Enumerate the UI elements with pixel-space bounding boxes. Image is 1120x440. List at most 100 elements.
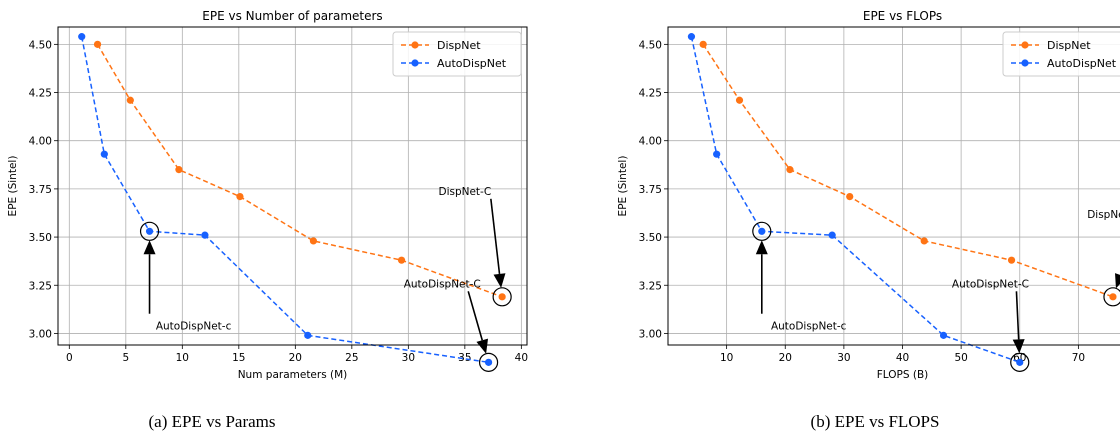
y-tick-label: 3.25 [639, 280, 662, 292]
data-point-autodispnet [145, 227, 154, 235]
legend-swatch-marker [411, 41, 419, 49]
c0-grid [58, 27, 527, 345]
chart-epe-vs-params: 0 5 10 15 20 25 30 35 40 3.00 3.25 3.50 3.75 4.00 4.25… [7, 9, 528, 381]
data-point-dispnet [93, 40, 102, 48]
y-tick-label: 4.00 [29, 136, 52, 148]
x-tick-label: 30 [837, 352, 850, 364]
annotation-label: DispNet-C [438, 186, 491, 198]
x-tick-label: 70 [1072, 352, 1085, 364]
annotation-arrowhead [476, 338, 489, 354]
caption-b: (b) EPE vs FLOPS [810, 412, 940, 431]
data-point-autodispnet [687, 33, 696, 41]
x-tick-label: 50 [954, 352, 967, 364]
annotation-arrow [467, 291, 484, 341]
data-point-dispnet [498, 293, 506, 301]
data-point-autodispnet [713, 150, 721, 158]
data-point-dispnet [1109, 293, 1117, 301]
y-tick-label: 4.25 [639, 88, 662, 100]
series-line-dispnet [96, 43, 503, 298]
data-point-dispnet [309, 237, 318, 245]
annotation-label: DispNet-C [1087, 209, 1120, 221]
c1-axes-frame [667, 26, 1120, 346]
x-axis-label: FLOPS (B) [877, 369, 929, 381]
legend-swatch-marker [411, 59, 419, 67]
x-tick-label: 10 [720, 352, 733, 364]
data-point-dispnet [786, 166, 794, 174]
annotation-label: AutoDispNet-c [156, 321, 232, 333]
legend-label: AutoDispNet [437, 57, 507, 70]
data-point-autodispnet [828, 231, 836, 239]
data-point-autodispnet [758, 227, 766, 235]
annotation-arrow [490, 198, 501, 275]
data-point-autodispnet [78, 33, 86, 41]
y-axis-label: EPE (Sintel) [617, 156, 629, 217]
chart-epe-vs-flops: 10 20 30 40 50 60 703.003.253.503.754.004.254.… [617, 9, 1120, 381]
data-point-autodispnet [1016, 358, 1024, 366]
x-tick-label: 5 [122, 352, 129, 364]
x-tick-label: 15 [232, 352, 245, 364]
data-point-autodispnet [100, 150, 108, 158]
legend-box [1002, 31, 1120, 77]
x-tick-label: 25 [345, 352, 358, 364]
annotation-arrowhead [1115, 273, 1120, 289]
annotation-label: AutoDispNet-c [771, 321, 847, 333]
x-axis-label: Num parameters (M) [238, 369, 348, 381]
series-line-autodispnet [690, 36, 1021, 364]
y-tick-label: 4.50 [29, 39, 52, 51]
y-tick-label: 3.75 [639, 184, 662, 196]
annotation-arrowhead [493, 273, 506, 288]
x-tick-label: 0 [66, 352, 73, 364]
y-tick-label: 3.00 [639, 328, 662, 340]
x-tick-label: 40 [896, 352, 909, 364]
data-point-dispnet [236, 193, 244, 201]
y-tick-label: 3.50 [639, 232, 662, 244]
data-point-dispnet [846, 193, 854, 201]
legend: DispNet AutoDispNet [1002, 31, 1120, 77]
highlight-circle [492, 287, 512, 307]
data-point-autodispnet [201, 231, 209, 239]
annotation-arrow [1015, 291, 1020, 340]
legend-swatch-marker [1021, 59, 1029, 67]
annotation-label: AutoDispNet-C [952, 278, 1029, 290]
x-tick-label: 30 [402, 352, 415, 364]
annotation-arrowhead [1012, 339, 1025, 354]
x-tick-label: 10 [176, 352, 189, 364]
chart-title: EPE vs Number of parameters [202, 9, 382, 23]
y-tick-label: 3.00 [29, 328, 52, 340]
legend-label: AutoDispNet [1047, 57, 1117, 70]
highlight-circle [1103, 287, 1120, 307]
y-tick-label: 3.25 [29, 280, 52, 292]
y-tick-label: 3.75 [29, 184, 52, 196]
series-line-autodispnet [80, 36, 489, 364]
data-point-dispnet [397, 256, 406, 264]
data-point-autodispnet [304, 331, 312, 339]
legend: DispNet AutoDispNet [392, 31, 522, 77]
caption-a: (a) EPE vs Params [148, 412, 276, 431]
y-tick-label: 4.25 [29, 88, 52, 100]
legend-label: DispNet [437, 39, 481, 52]
data-point-dispnet [699, 40, 707, 48]
highlight-circle [478, 352, 499, 372]
x-tick-label: 20 [289, 352, 302, 364]
data-point-dispnet [126, 96, 134, 104]
y-axis-label: EPE (Sintel) [7, 156, 19, 217]
legend-label: DispNet [1047, 39, 1091, 52]
data-point-dispnet [920, 237, 928, 245]
x-tick-label: 35 [458, 352, 471, 364]
y-tick-label: 4.50 [639, 39, 662, 51]
data-point-dispnet [1007, 256, 1016, 264]
legend-swatch-marker [1021, 41, 1029, 49]
c0-axes-frame [57, 26, 528, 346]
data-point-dispnet [735, 96, 744, 104]
annotation-label: AutoDispNet-C [404, 278, 481, 290]
y-tick-label: 4.00 [639, 136, 662, 148]
series-line-dispnet [702, 43, 1114, 298]
data-point-autodispnet [484, 358, 493, 366]
data-point-dispnet [175, 166, 183, 174]
data-point-autodispnet [939, 331, 948, 339]
annotation-arrowhead [755, 240, 768, 255]
y-tick-label: 3.50 [29, 232, 52, 244]
chart-title: EPE vs FLOPs [863, 9, 942, 23]
x-tick-label: 40 [515, 352, 528, 364]
